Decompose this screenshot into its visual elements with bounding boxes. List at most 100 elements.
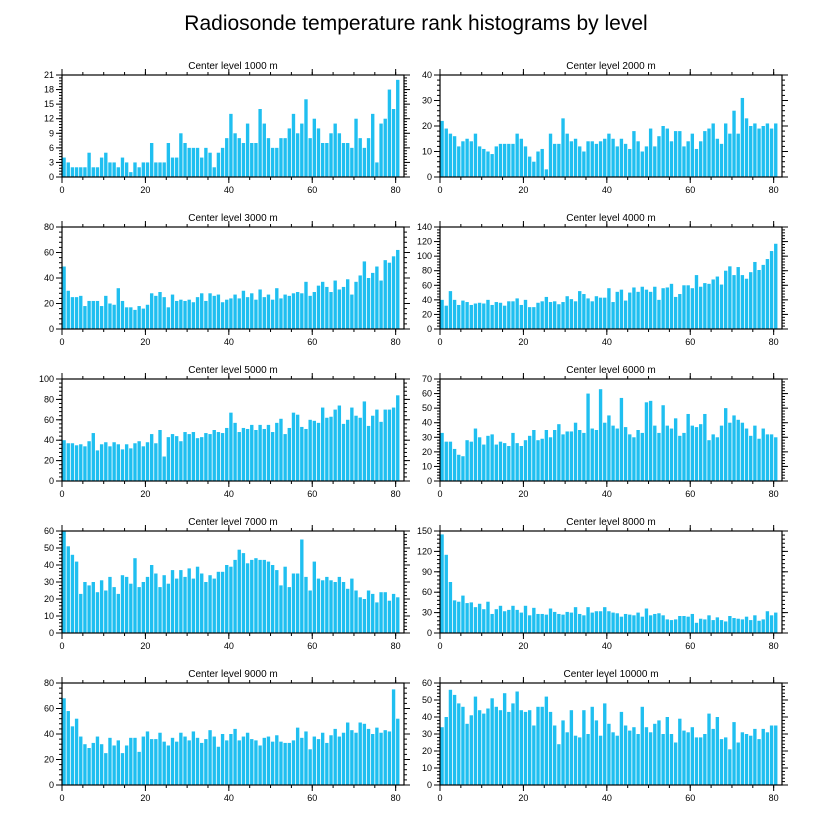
bar bbox=[91, 300, 95, 329]
bar bbox=[208, 575, 212, 633]
bar bbox=[611, 302, 615, 329]
bar bbox=[636, 734, 640, 785]
bar bbox=[74, 718, 79, 785]
y-tick-label: 40 bbox=[422, 712, 432, 722]
bar bbox=[502, 443, 507, 481]
bar bbox=[91, 433, 95, 481]
bar bbox=[694, 737, 699, 785]
bar bbox=[661, 405, 665, 481]
bar bbox=[724, 270, 728, 329]
bar bbox=[200, 742, 204, 785]
bar bbox=[636, 612, 640, 633]
y-tick-label: 40 bbox=[44, 273, 54, 283]
panel-8: Center level 8000 m 0 20 40 60 80 0 30 60 90 120 15… bbox=[417, 517, 788, 651]
bar bbox=[711, 620, 715, 633]
y-tick-label: 70 bbox=[422, 374, 432, 384]
y-tick-label: 30 bbox=[422, 96, 432, 106]
bar bbox=[304, 731, 308, 785]
bar bbox=[270, 565, 275, 633]
bar bbox=[391, 407, 396, 481]
bar bbox=[452, 136, 457, 177]
bar bbox=[283, 566, 287, 633]
y-tick-label: 120 bbox=[417, 237, 432, 247]
bar bbox=[74, 445, 79, 481]
bar bbox=[753, 728, 757, 785]
bar bbox=[291, 293, 296, 329]
bar bbox=[99, 744, 104, 785]
bar bbox=[757, 739, 761, 785]
bar bbox=[195, 737, 200, 785]
y-tick-label: 0 bbox=[427, 628, 432, 638]
y-tick-label: 140 bbox=[417, 222, 432, 232]
bar bbox=[544, 169, 549, 177]
bar bbox=[391, 689, 396, 786]
bar bbox=[623, 143, 628, 177]
bar bbox=[603, 297, 607, 329]
bar bbox=[83, 167, 87, 177]
bar bbox=[749, 435, 753, 481]
bar bbox=[573, 607, 578, 633]
bar bbox=[740, 732, 745, 785]
bar bbox=[769, 615, 774, 633]
bar bbox=[70, 554, 75, 633]
bar bbox=[686, 732, 690, 785]
x-tick-label: 80 bbox=[391, 489, 401, 499]
bar bbox=[99, 580, 104, 633]
bar bbox=[254, 430, 258, 481]
bar bbox=[279, 138, 283, 177]
bar bbox=[623, 725, 628, 785]
bar bbox=[387, 262, 392, 329]
bar bbox=[774, 725, 778, 785]
bar bbox=[657, 136, 661, 177]
bar bbox=[457, 146, 461, 177]
bar bbox=[275, 288, 279, 329]
bar bbox=[469, 141, 473, 177]
bar bbox=[87, 152, 91, 177]
bar bbox=[391, 256, 396, 329]
bar bbox=[632, 437, 636, 481]
bar bbox=[669, 141, 674, 177]
bar bbox=[258, 745, 262, 785]
bar bbox=[74, 167, 79, 177]
bar bbox=[465, 723, 469, 785]
bar bbox=[354, 281, 358, 329]
bar bbox=[346, 279, 350, 329]
bar bbox=[732, 415, 736, 481]
bar bbox=[673, 619, 678, 633]
bar bbox=[744, 118, 749, 177]
bar bbox=[774, 243, 778, 329]
bar bbox=[448, 441, 453, 481]
bar bbox=[603, 138, 607, 177]
bar bbox=[175, 436, 179, 481]
y-tick-label: 80 bbox=[44, 394, 54, 404]
bar bbox=[154, 443, 158, 481]
panel-title: Center level 1000 m bbox=[188, 61, 278, 72]
bar bbox=[337, 289, 342, 329]
bar bbox=[275, 735, 279, 785]
bar bbox=[225, 138, 229, 177]
bar bbox=[220, 147, 225, 177]
bar bbox=[594, 720, 599, 785]
bar bbox=[686, 413, 690, 481]
bar bbox=[757, 620, 761, 633]
bar bbox=[241, 290, 246, 329]
bar bbox=[375, 162, 379, 177]
bar bbox=[523, 299, 528, 329]
x-tick-label: 0 bbox=[437, 641, 442, 651]
bar bbox=[95, 592, 100, 633]
bar bbox=[665, 128, 669, 177]
y-tick-label: 15 bbox=[44, 99, 54, 109]
bar bbox=[490, 434, 494, 481]
bar bbox=[598, 141, 603, 177]
bar bbox=[594, 430, 599, 481]
bar bbox=[158, 587, 162, 633]
bar bbox=[715, 717, 720, 785]
bar bbox=[494, 302, 498, 329]
bar bbox=[108, 737, 112, 785]
bar bbox=[258, 559, 262, 633]
bar bbox=[396, 79, 400, 177]
bar bbox=[66, 443, 70, 481]
bar bbox=[212, 167, 216, 177]
panel-7: Center level 7000 m 0 20 40 60 80 0 10 20 30 40 50 6… bbox=[44, 517, 410, 651]
bar bbox=[698, 424, 703, 481]
